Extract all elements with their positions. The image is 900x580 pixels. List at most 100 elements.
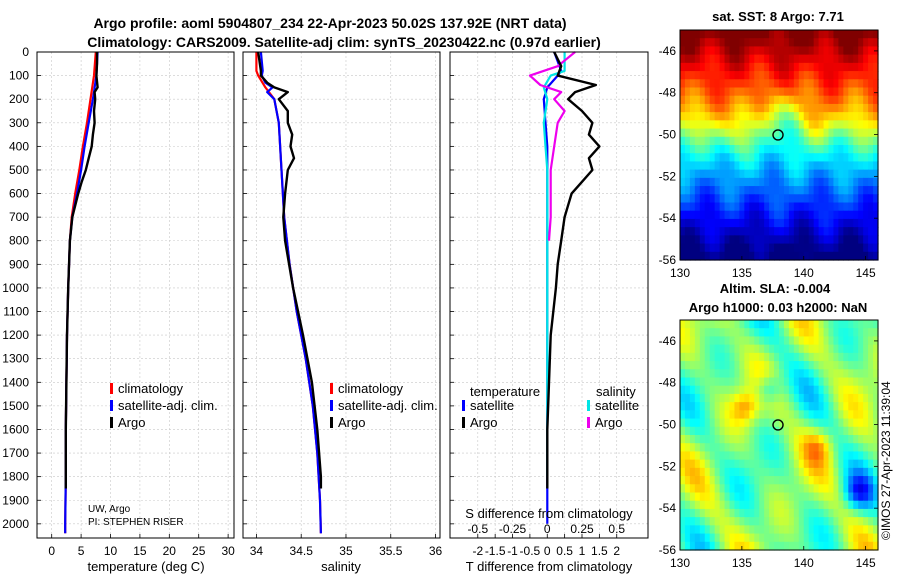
map-cell xyxy=(823,476,830,485)
map-cell xyxy=(719,128,726,138)
map-cell xyxy=(798,87,805,97)
map-cell xyxy=(714,402,721,411)
map-cell xyxy=(803,145,810,154)
map-cell xyxy=(774,120,780,130)
map-cell xyxy=(734,525,740,535)
y-tick-label: 500 xyxy=(9,163,29,177)
map-cell xyxy=(853,120,859,130)
map-cell xyxy=(744,508,750,518)
legend-title-temperature: temperature xyxy=(470,384,540,399)
map-cell xyxy=(699,377,706,387)
map-cell xyxy=(754,112,760,121)
map-cell xyxy=(714,451,721,461)
map-cell xyxy=(813,243,820,253)
map-cell xyxy=(689,71,696,80)
map-cell xyxy=(868,467,874,477)
map-cell xyxy=(808,235,815,245)
map-cell xyxy=(838,533,844,543)
map-cell xyxy=(759,525,765,535)
map-cell xyxy=(843,533,849,543)
map-cell xyxy=(863,484,869,494)
x-tick-label: 5 xyxy=(78,544,85,558)
map-cell xyxy=(769,385,775,395)
map-cell xyxy=(788,500,795,510)
map-cell xyxy=(699,476,706,485)
map-cell xyxy=(759,476,765,485)
legend-swatch-argo_temp xyxy=(462,417,465,428)
map-cell xyxy=(769,377,775,387)
map-cell xyxy=(858,418,864,428)
map-cell xyxy=(699,410,706,420)
map-cell xyxy=(709,177,716,187)
map-cell xyxy=(803,161,810,171)
map-cell xyxy=(803,435,810,444)
map-cell xyxy=(868,243,874,253)
map-cell xyxy=(779,459,785,469)
map-cell xyxy=(843,202,849,212)
map-cell xyxy=(744,393,750,403)
map-cell xyxy=(853,128,859,138)
map-cell xyxy=(729,62,736,72)
map-cell xyxy=(808,112,815,121)
map-cell xyxy=(858,194,864,204)
map-cell xyxy=(793,459,800,469)
map-cell xyxy=(818,328,825,338)
map-cell xyxy=(828,87,835,97)
map-cell xyxy=(734,120,740,130)
map-cell xyxy=(749,410,755,420)
map-cell xyxy=(680,508,686,518)
map-cell xyxy=(823,418,830,428)
map-cell xyxy=(848,541,854,551)
map-cell xyxy=(734,243,740,253)
map-cell xyxy=(714,79,721,89)
map-cell xyxy=(769,541,775,551)
map-cell xyxy=(818,161,825,171)
map-cell xyxy=(719,71,726,80)
map-cell xyxy=(853,467,859,477)
map-cell xyxy=(714,202,721,212)
map-y-tick-label: -46 xyxy=(659,334,677,348)
map-cell xyxy=(823,153,830,163)
map-cell xyxy=(808,533,815,543)
y-tick-label: 600 xyxy=(9,187,29,201)
map-cell xyxy=(759,492,765,502)
map-cell xyxy=(689,128,696,138)
map-cell xyxy=(754,235,760,245)
map-cell xyxy=(744,251,750,261)
sst-map: 130 135 140 145-46-48-50-52-54-56 xyxy=(659,29,879,280)
map-cell xyxy=(734,79,740,89)
map-cell xyxy=(754,492,760,502)
map-cell xyxy=(863,194,869,204)
map-cell xyxy=(729,352,736,362)
map-cell xyxy=(873,62,879,72)
map-cell xyxy=(873,30,879,39)
map-cell xyxy=(724,484,731,494)
map-cell xyxy=(744,361,750,370)
map-cell xyxy=(783,393,790,403)
map-cell xyxy=(818,435,825,444)
map-cell xyxy=(838,492,844,502)
map-cell xyxy=(838,202,844,212)
map-cell xyxy=(848,112,854,121)
map-cell xyxy=(749,251,755,261)
map-cell xyxy=(823,46,830,56)
map-cell xyxy=(744,103,750,113)
y-tick-label: 400 xyxy=(9,139,29,153)
map-cell xyxy=(783,525,790,535)
map-cell xyxy=(709,369,716,379)
map-cell xyxy=(843,459,849,469)
credit-line-1: UW, Argo xyxy=(88,504,131,515)
map-cell xyxy=(848,87,854,97)
map-cell xyxy=(813,235,820,245)
map-cell xyxy=(739,161,745,171)
map-cell xyxy=(843,451,849,461)
map-cell xyxy=(798,243,805,253)
map-cell xyxy=(843,177,849,187)
map-cell xyxy=(808,344,815,354)
map-cell xyxy=(684,71,691,80)
map-cell xyxy=(788,426,795,436)
map-cell xyxy=(709,227,716,236)
map-cell xyxy=(769,79,775,89)
map-cell xyxy=(873,95,879,105)
map-cell xyxy=(873,426,879,436)
